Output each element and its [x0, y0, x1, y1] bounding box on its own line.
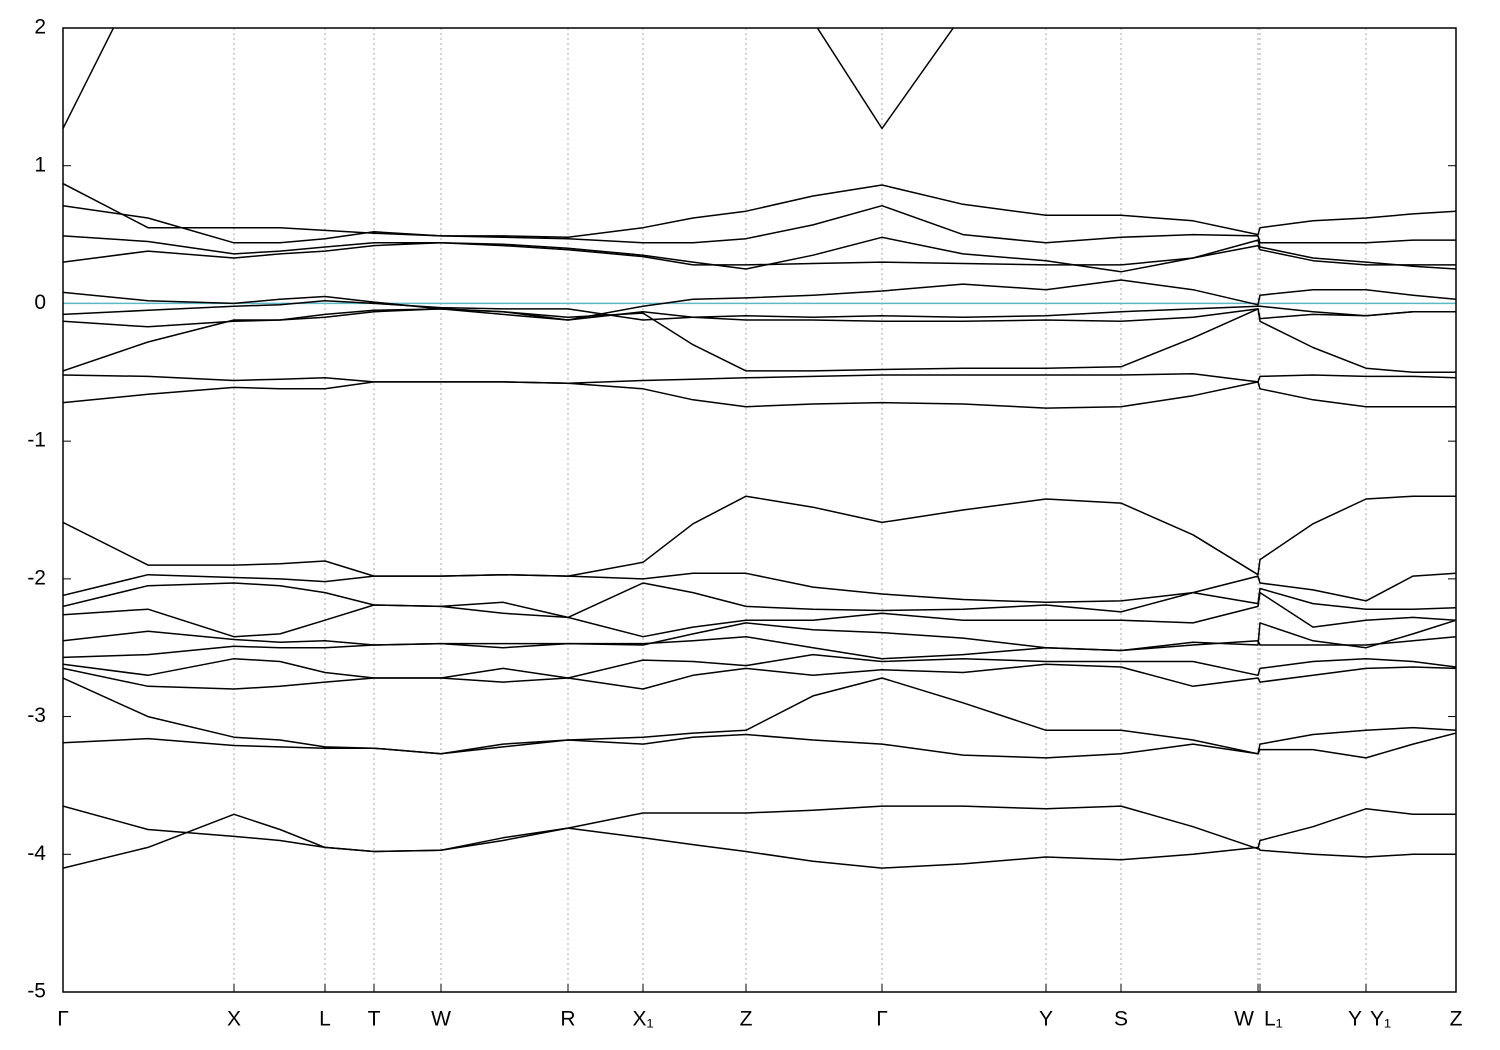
- band-line: [63, 813, 1456, 869]
- y-tick-label: -5: [27, 980, 46, 1003]
- plot-frame: [62, 27, 1457, 993]
- band-line: [63, 732, 1456, 759]
- band-line: [63, 495, 1456, 577]
- y-tick-label: 1: [34, 153, 46, 176]
- band-line: [63, 591, 1456, 638]
- band-line: [63, 635, 1456, 660]
- x-tick-label: X₁: [632, 1008, 653, 1031]
- band-line: [63, 372, 1456, 385]
- y-tick-label: -1: [27, 429, 46, 452]
- x-tick-label: Z: [740, 1008, 753, 1031]
- y-tick-label: -3: [27, 704, 46, 727]
- band-line: [63, 242, 1456, 266]
- band-line: [63, 619, 1456, 652]
- x-tick-label: W: [431, 1008, 451, 1031]
- x-tick-label: S: [1114, 1008, 1128, 1031]
- band-line: [63, 663, 1456, 690]
- x-tick-label: X: [227, 1008, 241, 1031]
- x-tick-label: W: [1234, 1008, 1254, 1031]
- band-line: [63, 28, 955, 130]
- x-tick-label: T: [368, 1008, 381, 1031]
- x-tick-label: Y: [1039, 1008, 1053, 1031]
- y-tick-label: -2: [27, 566, 46, 589]
- band-line: [63, 381, 1456, 409]
- y-tick-label: 2: [34, 16, 46, 39]
- band-line: [63, 308, 1456, 328]
- x-tick-label: Y₁: [1370, 1008, 1391, 1031]
- x-tick-label: L: [319, 1008, 331, 1031]
- plot-area: [63, 28, 1456, 869]
- x-tick-label: Y: [1348, 1008, 1362, 1031]
- x-tick-label: Γ: [876, 1008, 888, 1031]
- x-tick-label: R: [560, 1008, 575, 1031]
- y-tick-label: 0: [34, 291, 46, 314]
- band-line: [63, 204, 1456, 244]
- band-line: [63, 279, 1456, 321]
- band-line: [63, 308, 1456, 374]
- x-tick-label: Z: [1450, 1008, 1463, 1031]
- band-line: [63, 582, 1456, 619]
- band-line: [63, 572, 1456, 604]
- band-line: [63, 299, 1456, 321]
- band-line: [63, 653, 1456, 679]
- band-line: [63, 182, 1456, 239]
- x-tick-label: L₁: [1264, 1008, 1283, 1031]
- band-line: [63, 805, 1456, 853]
- band-line: [63, 677, 1456, 755]
- x-tick-label: Γ: [57, 1008, 69, 1031]
- y-tick-label: -4: [27, 842, 46, 865]
- band-line: [63, 235, 1456, 273]
